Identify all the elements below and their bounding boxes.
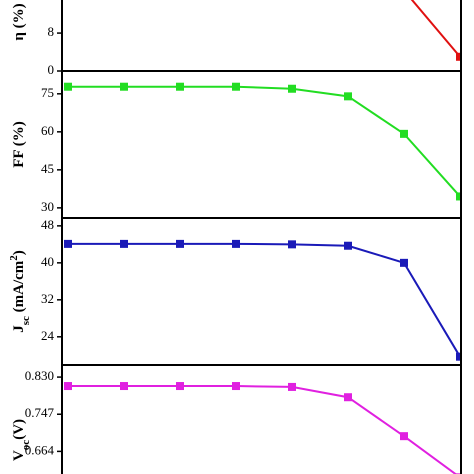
label-part: oc — [20, 440, 32, 451]
y-tick-label: 60 — [41, 123, 54, 138]
label-part: sc — [20, 316, 32, 325]
y-axis-label: Jsc (mA/cm2) — [8, 250, 32, 333]
panel: 24 32 40 48 Jsc (mA/cm2) — [8, 217, 462, 366]
panel: 30 45 60 75 FF (%) — [11, 70, 462, 219]
data-line — [68, 242, 461, 358]
marker — [288, 382, 296, 391]
panel: 0 8 η (%) — [11, 0, 462, 77]
plot — [64, 239, 461, 361]
marker — [288, 240, 296, 249]
marker — [344, 393, 352, 402]
y-tick-label: 0.664 — [25, 442, 55, 457]
marker — [120, 239, 128, 248]
marker — [120, 382, 128, 391]
y-tick-label: 8 — [48, 24, 55, 39]
marker — [400, 432, 408, 441]
marker — [64, 82, 72, 91]
y-tick-label: 24 — [41, 328, 55, 343]
y-axis-label: Voc(V) — [11, 419, 31, 461]
y-tick-label: 0.747 — [25, 405, 55, 420]
marker — [176, 82, 184, 91]
panel-frame — [61, 0, 462, 72]
y-axis-label: η (%) — [11, 3, 27, 40]
label-part: ) — [11, 250, 27, 255]
plot — [64, 82, 461, 201]
label-part: η (%) — [11, 3, 27, 40]
label-part: FF (%) — [11, 121, 27, 168]
marker — [344, 241, 352, 250]
data-line — [68, 85, 461, 198]
y-axis-label: FF (%) — [11, 121, 27, 168]
marker — [120, 82, 128, 91]
y-tick-label: 32 — [41, 291, 54, 306]
y-tick-label: 30 — [41, 199, 54, 214]
marker — [176, 382, 184, 391]
y-tick-label: 45 — [41, 161, 54, 176]
label-part: J — [11, 325, 27, 333]
marker — [232, 382, 240, 391]
marker — [344, 92, 352, 101]
marker — [176, 239, 184, 248]
marker — [64, 382, 72, 391]
panel: 0.664 0.747 0.830 Voc(V) — [11, 364, 462, 474]
marker — [456, 352, 461, 361]
label-part: (V) — [11, 419, 27, 440]
label-part: 2 — [8, 255, 20, 261]
y-tick-label: 40 — [41, 254, 54, 269]
marker — [456, 192, 461, 201]
marker — [456, 52, 461, 61]
label-part: (mA/cm — [11, 260, 27, 316]
marker — [232, 239, 240, 248]
y-tick-label: 0.830 — [25, 368, 54, 383]
marker — [232, 82, 240, 91]
label-part: V — [11, 450, 27, 461]
marker — [288, 84, 296, 93]
marker — [400, 129, 408, 138]
plot — [410, 0, 461, 61]
marker — [400, 258, 408, 267]
y-tick-label: 0 — [48, 62, 55, 77]
data-line — [68, 385, 458, 474]
y-tick-label: 75 — [41, 85, 54, 100]
marker — [64, 239, 72, 248]
plot — [64, 382, 461, 474]
data-line — [410, 0, 461, 58]
y-tick-label: 48 — [41, 217, 54, 232]
panel-frame — [61, 364, 462, 474]
panel-frame — [61, 70, 462, 219]
